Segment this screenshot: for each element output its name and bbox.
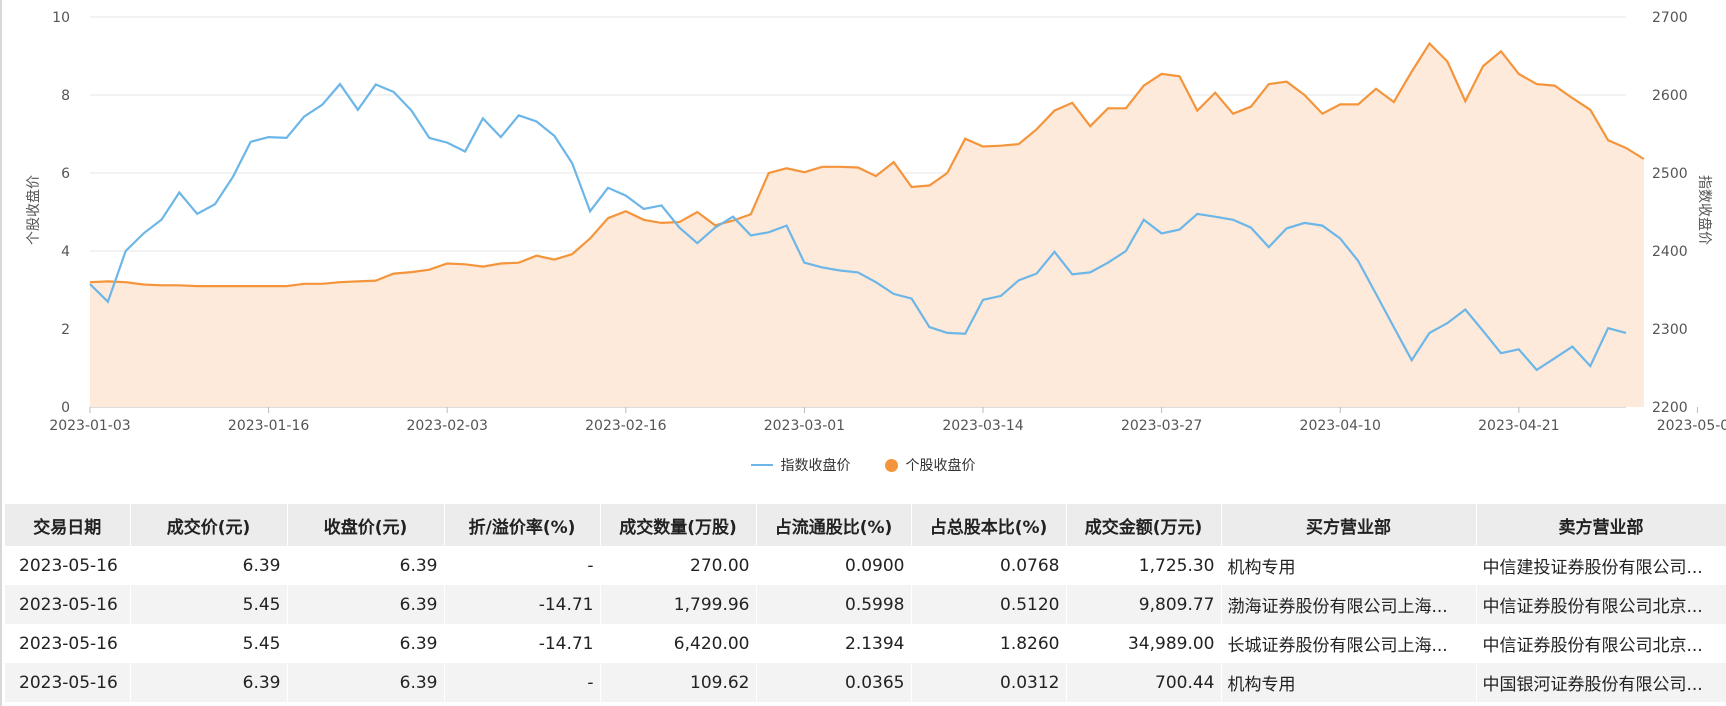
stock-area-fill	[90, 43, 1644, 407]
cell-trade-date: 2023-05-16	[5, 585, 131, 624]
cell-trade-price: 6.39	[130, 663, 288, 702]
stock-area	[90, 43, 1644, 407]
header-premium-rate[interactable]: 折/溢价率(%)	[444, 504, 601, 546]
cell-trade-date: 2023-05-16	[5, 624, 131, 663]
cell-volume: 109.62	[600, 663, 757, 702]
cell-buyer[interactable]: 长城证券股份有限公司上海...	[1221, 624, 1477, 663]
cell-seller[interactable]: 中信证券股份有限公司北京...	[1476, 585, 1726, 624]
header-total-ratio[interactable]: 占总股本比(%)	[911, 504, 1067, 546]
x-tick-label: 2023-01-16	[228, 418, 309, 434]
legend-item-stock[interactable]: 个股收盘价	[884, 455, 976, 475]
header-buyer[interactable]: 买方营业部	[1221, 504, 1477, 546]
cell-amount: 1,725.30	[1066, 546, 1222, 585]
x-tick-label: 2023-03-27	[1121, 418, 1202, 434]
cell-float-ratio: 0.0365	[756, 663, 912, 702]
x-tick-label: 2023-04-10	[1300, 418, 1381, 434]
cell-buyer[interactable]: 机构专用	[1221, 663, 1477, 702]
left-axis-label: 个股收盘价	[25, 175, 42, 245]
table-row: 2023-05-16 5.45 6.39 -14.71 1,799.96 0.5…	[5, 585, 1726, 624]
cell-amount: 700.44	[1066, 663, 1222, 702]
right-tick-label: 2500	[1652, 166, 1688, 182]
cell-seller[interactable]: 中信证券股份有限公司北京...	[1476, 624, 1726, 663]
cell-close-price: 6.39	[287, 546, 445, 585]
cell-float-ratio: 2.1394	[756, 624, 912, 663]
right-tick-label: 2300	[1652, 322, 1688, 338]
cell-trade-date: 2023-05-16	[5, 546, 131, 585]
header-volume[interactable]: 成交数量(万股)	[600, 504, 757, 546]
cell-trade-price: 5.45	[130, 585, 288, 624]
cell-trade-price: 6.39	[130, 546, 288, 585]
cell-volume: 270.00	[600, 546, 757, 585]
legend-label-stock: 个股收盘价	[905, 458, 976, 474]
cell-total-ratio: 0.0312	[911, 663, 1067, 702]
block-trade-table: 交易日期 成交价(元) 收盘价(元) 折/溢价率(%) 成交数量(万股) 占流通…	[5, 504, 1726, 702]
cell-total-ratio: 0.0768	[911, 546, 1067, 585]
page-left-border	[0, 0, 2, 706]
table-row: 2023-05-16 5.45 6.39 -14.71 6,420.00 2.1…	[5, 624, 1726, 663]
cell-amount: 9,809.77	[1066, 585, 1222, 624]
right-tick-label: 2700	[1652, 10, 1688, 26]
x-tick-label: 2023-04-21	[1478, 418, 1559, 434]
right-axis-label: 指数收盘价	[1696, 175, 1713, 245]
table-row: 2023-05-16 6.39 6.39 - 109.62 0.0365 0.0…	[5, 663, 1726, 702]
right-tick-label: 2200	[1652, 400, 1688, 416]
right-axis-ticks: 2200 2300 2400 2500 2600 2700	[1652, 10, 1688, 416]
cell-trade-date: 2023-05-16	[5, 663, 131, 702]
cell-seller[interactable]: 中信建投证券股份有限公司...	[1476, 546, 1726, 585]
table-row: 2023-05-16 6.39 6.39 - 270.00 0.0900 0.0…	[5, 546, 1726, 585]
price-line-chart: 0 2 4 6 8 10 2200 2300 2400 2500 2600 2700 2023-01…	[25, 10, 1726, 434]
x-tick-label: 2023-02-03	[407, 418, 488, 434]
cell-close-price: 6.39	[287, 624, 445, 663]
legend-dot-swatch	[884, 458, 898, 472]
x-tick-label: 2023-03-01	[764, 418, 845, 434]
cell-trade-price: 5.45	[130, 624, 288, 663]
left-tick-label: 2	[61, 322, 70, 338]
cell-close-price: 6.39	[287, 663, 445, 702]
cell-total-ratio: 1.8260	[911, 624, 1067, 663]
left-axis-ticks: 0 2 4 6 8 10	[52, 10, 70, 416]
cell-buyer[interactable]: 渤海证券股份有限公司上海...	[1221, 585, 1477, 624]
cell-amount: 34,989.00	[1066, 624, 1222, 663]
cell-premium-rate: -14.71	[444, 585, 601, 624]
x-tick-label: 2023-01-03	[49, 418, 130, 434]
cell-premium-rate: -	[444, 546, 601, 585]
header-trade-date[interactable]: 交易日期	[5, 504, 131, 546]
x-tick-label: 2023-02-16	[585, 418, 666, 434]
chart-legend: 指数收盘价 个股收盘价	[0, 455, 1726, 475]
header-float-ratio[interactable]: 占流通股比(%)	[756, 504, 912, 546]
header-trade-price[interactable]: 成交价(元)	[130, 504, 288, 546]
cell-float-ratio: 0.0900	[756, 546, 912, 585]
cell-total-ratio: 0.5120	[911, 585, 1067, 624]
left-tick-label: 4	[61, 244, 70, 260]
cell-premium-rate: -14.71	[444, 624, 601, 663]
series-lines	[89, 41, 1645, 372]
header-amount[interactable]: 成交金额(万元)	[1066, 504, 1222, 546]
series-line-stock	[89, 41, 1645, 288]
cell-volume: 6,420.00	[600, 624, 757, 663]
legend-label-index: 指数收盘价	[780, 458, 851, 474]
x-axis-ticks: 2023-01-03 2023-01-16 2023-02-03 2023-02-16…	[49, 407, 1726, 434]
legend-line-swatch	[750, 464, 773, 466]
header-close-price[interactable]: 收盘价(元)	[287, 504, 445, 546]
cell-close-price: 6.39	[287, 585, 445, 624]
left-tick-label: 8	[61, 88, 70, 104]
left-tick-label: 6	[61, 166, 70, 182]
cell-buyer[interactable]: 机构专用	[1221, 546, 1477, 585]
cell-seller[interactable]: 中国银河证券股份有限公司...	[1476, 663, 1726, 702]
right-tick-label: 2400	[1652, 244, 1688, 260]
right-tick-label: 2600	[1652, 88, 1688, 104]
cell-float-ratio: 0.5998	[756, 585, 912, 624]
table-header-row: 交易日期 成交价(元) 收盘价(元) 折/溢价率(%) 成交数量(万股) 占流通…	[5, 504, 1726, 546]
cell-premium-rate: -	[444, 663, 601, 702]
x-tick-label: 2023-05-09	[1657, 418, 1726, 434]
cell-volume: 1,799.96	[600, 585, 757, 624]
left-tick-label: 10	[52, 10, 70, 26]
header-seller[interactable]: 卖方营业部	[1476, 504, 1726, 546]
legend-item-index[interactable]: 指数收盘价	[750, 455, 851, 475]
x-tick-label: 2023-03-14	[942, 418, 1023, 434]
series-line-index	[89, 82, 1627, 372]
left-tick-label: 0	[61, 400, 70, 416]
